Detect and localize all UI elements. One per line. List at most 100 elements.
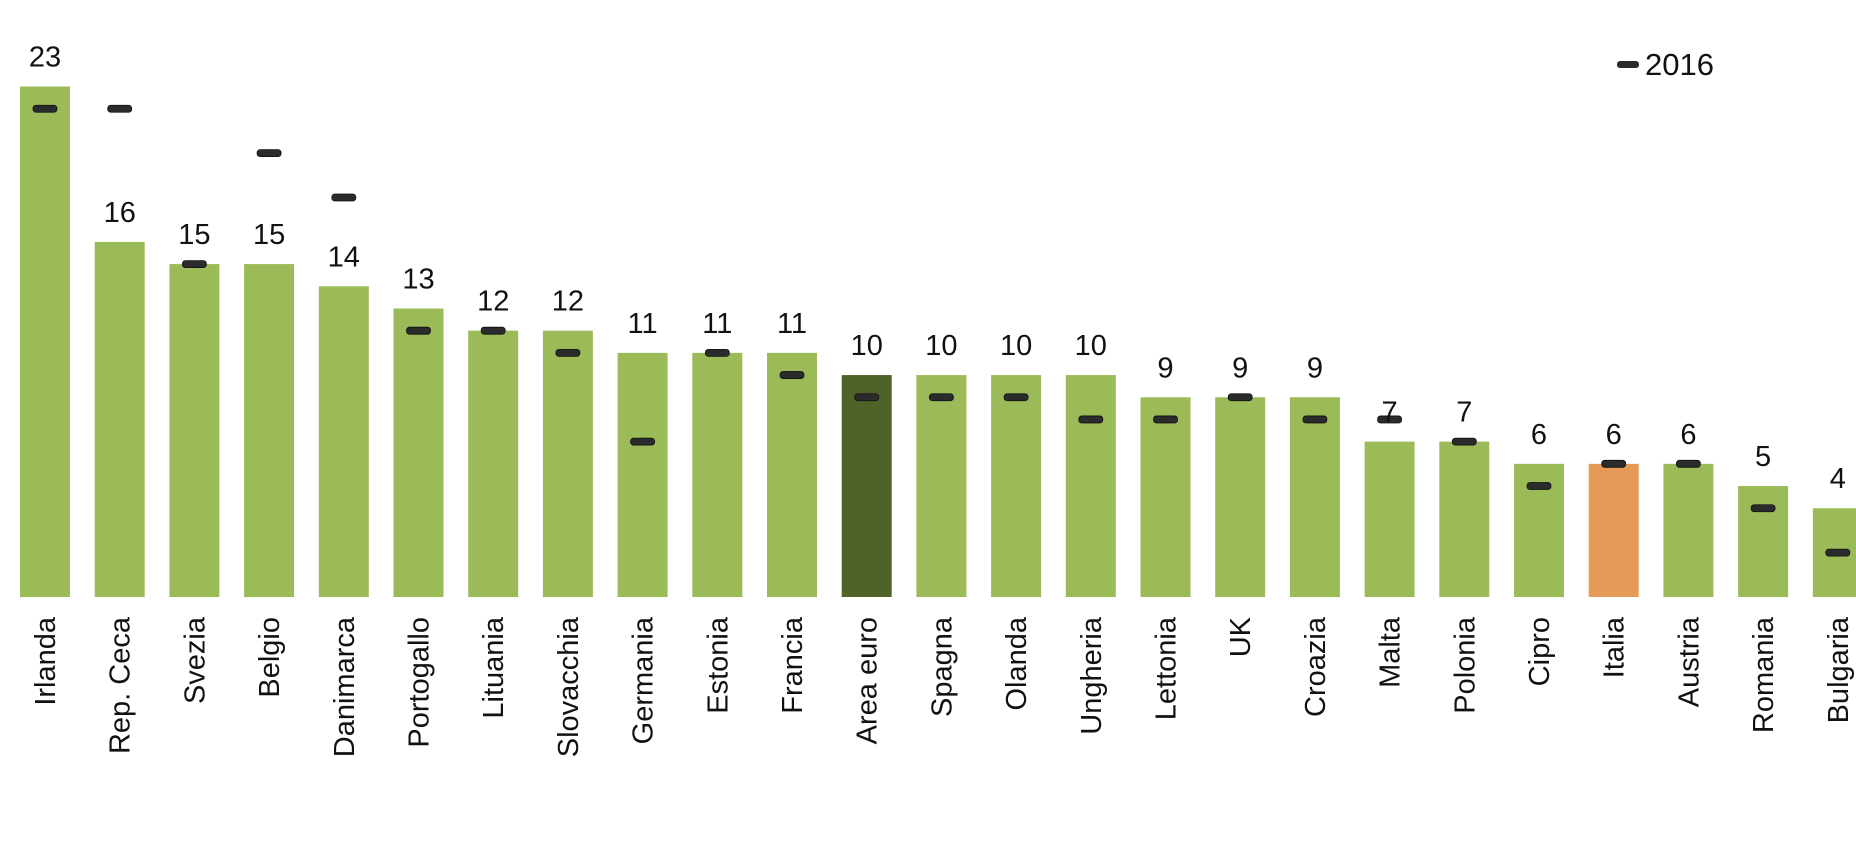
value-label-olanda: 10: [1000, 330, 1032, 362]
bar-area-euro: [841, 375, 892, 597]
category-label-cipro: Cipro: [1524, 617, 1556, 686]
category-label-belgio: Belgio: [254, 617, 286, 698]
value-label-croazia: 9: [1307, 352, 1323, 384]
value-label-svezia: 15: [178, 219, 210, 251]
category-label-ungheria: Ungheria: [1076, 616, 1108, 735]
marker-2016-rep-ceca: [107, 104, 133, 113]
value-label-danimarca: 14: [328, 241, 360, 273]
marker-2016-danimarca: [331, 193, 357, 202]
value-label-uk: 9: [1232, 352, 1248, 384]
value-labels-layer: 23 16 15 15 14 13 12 12 11 11 11 10 10 10 10 9 9 9 7 7 6 6 6 5 4: [29, 42, 1846, 496]
category-label-lettonia: Lettonia: [1151, 616, 1183, 720]
category-label-irlanda: Irlanda: [30, 616, 62, 706]
value-label-malta: 7: [1382, 397, 1398, 429]
bar-germania: [617, 352, 668, 597]
marker-2016-malta: [1377, 415, 1402, 424]
marker-2016-lettonia: [1153, 415, 1178, 424]
value-label-austria: 6: [1680, 419, 1696, 451]
category-label-bulgaria: Bulgaria: [1823, 616, 1855, 723]
bar-spagna: [916, 375, 967, 597]
category-label-danimarca: Danimarca: [329, 616, 361, 757]
category-label-romania: Romania: [1748, 616, 1780, 733]
bar-danimarca: [318, 286, 369, 597]
bar-croazia: [1289, 397, 1340, 597]
bar-lettonia: [1140, 397, 1191, 597]
category-labels-layer: Irlanda Rep. Ceca Svezia Belgio Danimarca Por…: [30, 616, 1855, 757]
marker-2016-belgio: [256, 149, 282, 158]
value-label-rep-ceca: 16: [104, 197, 136, 229]
value-label-portogallo: 13: [402, 263, 434, 295]
value-label-germania: 11: [628, 308, 658, 340]
marker-2016-germania: [630, 437, 655, 446]
marker-2016-lituania: [480, 326, 506, 335]
markers-layer: [32, 104, 1851, 557]
bar-ungheria: [1065, 375, 1116, 597]
category-label-uk: UK: [1225, 616, 1257, 657]
bar-italia: [1588, 463, 1639, 597]
category-label-polonia: Polonia: [1449, 616, 1481, 714]
marker-2016-austria: [1676, 459, 1701, 468]
category-label-olanda: Olanda: [1001, 616, 1033, 710]
bar-olanda: [991, 375, 1042, 597]
value-label-romania: 5: [1755, 441, 1771, 473]
category-label-svezia: Svezia: [179, 616, 211, 704]
marker-2016-italia: [1601, 459, 1627, 468]
marker-2016-estonia: [704, 348, 730, 357]
value-label-area-euro: 10: [851, 330, 883, 362]
bar-rep-ceca: [94, 241, 145, 597]
bar-lituania: [468, 330, 519, 597]
category-label-italia: Italia: [1599, 616, 1631, 678]
category-label-francia: Francia: [777, 616, 809, 714]
bar-uk: [1215, 397, 1266, 597]
legend: 2016: [1617, 47, 1714, 82]
value-label-polonia: 7: [1456, 397, 1472, 429]
category-label-lituania: Lituania: [478, 616, 510, 718]
bar-francia: [767, 352, 817, 597]
marker-2016-romania: [1750, 504, 1776, 513]
category-label-croazia: Croazia: [1300, 616, 1332, 717]
value-label-cipro: 6: [1531, 419, 1547, 451]
bar-irlanda: [20, 86, 70, 598]
marker-2016-slovacchia: [555, 348, 581, 357]
legend-marker-2016: [1617, 61, 1639, 68]
marker-2016-svezia: [181, 260, 207, 268]
value-label-irlanda: 23: [29, 42, 61, 74]
value-label-ungheria: 10: [1075, 330, 1107, 362]
bar-malta: [1364, 441, 1415, 597]
category-label-estonia: Estonia: [702, 616, 734, 714]
marker-2016-ungheria: [1078, 415, 1104, 424]
marker-2016-croazia: [1302, 415, 1328, 424]
bar-polonia: [1439, 441, 1490, 597]
marker-2016-bulgaria: [1825, 548, 1851, 557]
marker-2016-uk: [1227, 393, 1253, 402]
bar-austria: [1663, 463, 1714, 597]
bar-romania: [1738, 486, 1789, 597]
value-label-lettonia: 9: [1157, 352, 1173, 384]
marker-2016-area-euro: [854, 393, 880, 402]
value-label-francia: 11: [777, 308, 807, 340]
marker-2016-francia: [779, 371, 805, 379]
category-label-spagna: Spagna: [926, 616, 958, 717]
value-label-lituania: 12: [477, 286, 509, 318]
value-label-belgio: 15: [253, 219, 285, 251]
category-label-malta: Malta: [1375, 616, 1407, 688]
category-label-germania: Germania: [628, 616, 660, 744]
marker-2016-portogallo: [406, 326, 431, 335]
category-label-slovacchia: Slovacchia: [553, 616, 585, 757]
value-label-slovacchia: 12: [552, 286, 584, 318]
marker-2016-irlanda: [32, 104, 58, 113]
bar-slovacchia: [542, 330, 593, 597]
value-label-spagna: 10: [925, 330, 957, 362]
category-label-area-euro: Area euro: [852, 617, 884, 744]
bar-portogallo: [393, 308, 444, 597]
category-label-rep-ceca: Rep. Ceca: [105, 616, 137, 754]
bar-estonia: [692, 352, 743, 597]
bar-svezia: [169, 264, 220, 597]
marker-2016-spagna: [929, 393, 954, 402]
category-label-portogallo: Portogallo: [404, 617, 436, 748]
marker-2016-cipro: [1526, 482, 1552, 490]
value-label-estonia: 11: [702, 308, 732, 340]
bar-belgio: [244, 264, 295, 597]
legend-label-2016: 2016: [1645, 47, 1714, 82]
